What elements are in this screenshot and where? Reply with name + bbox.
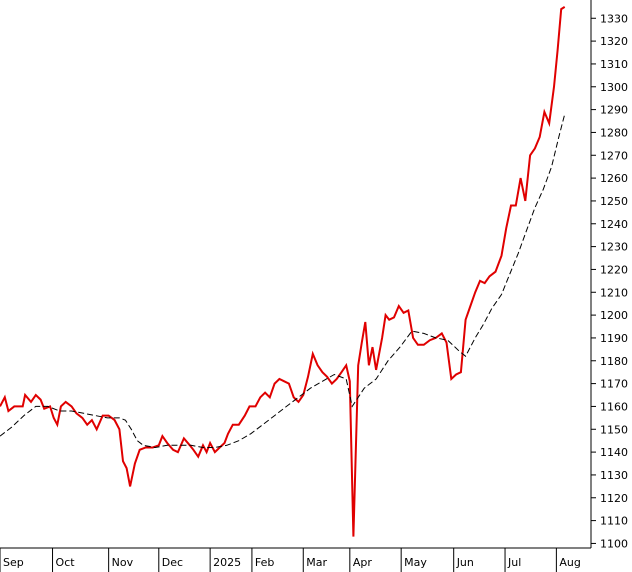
y-tick-label: 1160 [600, 400, 628, 413]
x-tick-label: Dec [162, 556, 183, 569]
y-tick-label: 1260 [600, 172, 628, 185]
y-tick-label: 1320 [600, 35, 628, 48]
y-tick-label: 1130 [600, 469, 628, 482]
y-tick-label: 1220 [600, 263, 628, 276]
y-tick-label: 1200 [600, 309, 628, 322]
y-tick-label: 1280 [600, 126, 628, 139]
y-tick-label: 1210 [600, 286, 628, 299]
x-tick-label: Jun [456, 556, 474, 569]
x-tick-label: Oct [56, 556, 76, 569]
y-tick-label: 1250 [600, 195, 628, 208]
x-tick-label: Feb [255, 556, 274, 569]
y-tick-label: 1310 [600, 58, 628, 71]
x-tick-label: Sep [3, 556, 24, 569]
y-tick-label: 1270 [600, 149, 628, 162]
x-tick-label: Mar [306, 556, 327, 569]
y-tick-label: 1190 [600, 332, 628, 345]
x-tick-label: Nov [112, 556, 134, 569]
y-tick-label: 1110 [600, 515, 628, 528]
y-tick-label: 1170 [600, 378, 628, 391]
y-tick-label: 1180 [600, 355, 628, 368]
x-tick-label: Jul [507, 556, 521, 569]
y-tick-label: 1100 [600, 537, 628, 550]
y-tick-label: 1290 [600, 104, 628, 117]
x-tick-label: 2025 [213, 556, 241, 569]
y-tick-label: 1120 [600, 492, 628, 505]
y-tick-label: 1300 [600, 81, 628, 94]
y-tick-label: 1240 [600, 218, 628, 231]
y-tick-label: 1330 [600, 12, 628, 25]
y-tick-label: 1230 [600, 241, 628, 254]
y-tick-label: 1140 [600, 446, 628, 459]
x-tick-label: May [404, 556, 427, 569]
x-tick-label: Apr [353, 556, 373, 569]
y-tick-label: 1150 [600, 423, 628, 436]
x-tick-label: Aug [559, 556, 580, 569]
price-line [0, 6, 566, 537]
moving-average-line [0, 114, 566, 449]
